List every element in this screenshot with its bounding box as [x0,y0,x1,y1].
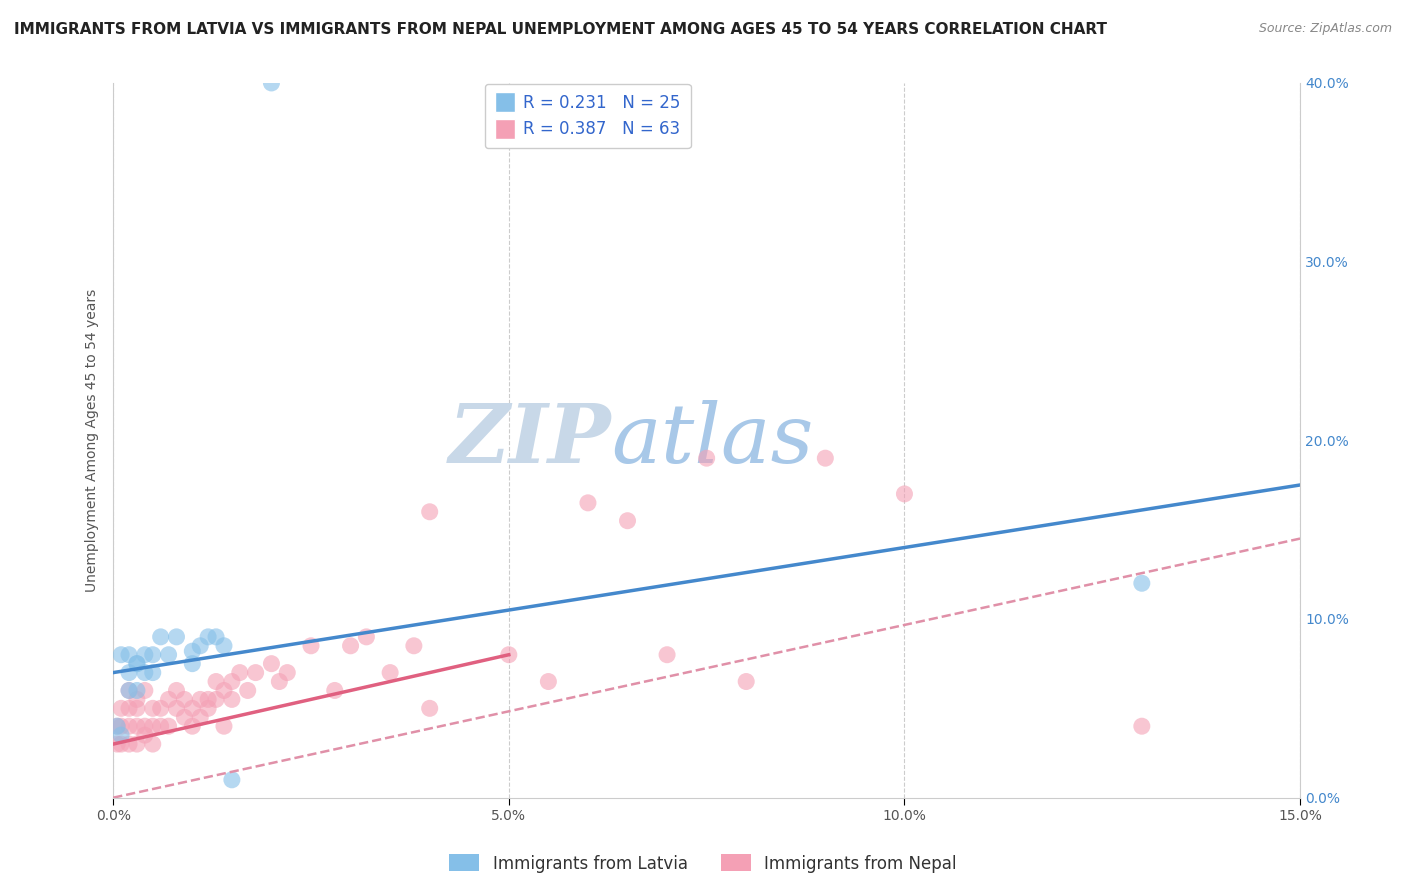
Point [110,737,132,751]
Point [149,701,172,715]
Point [125,657,148,671]
Point [1130,719,1153,733]
Point [181,701,204,715]
Point [537,674,560,689]
Point [157,648,180,662]
Legend: Immigrants from Latvia, Immigrants from Nepal: Immigrants from Latvia, Immigrants from … [443,847,963,880]
Point [118,737,141,751]
Point [173,710,195,724]
Point [134,648,156,662]
Point [212,683,235,698]
Point [299,639,322,653]
Point [125,701,148,715]
Point [105,719,128,733]
Point [229,665,252,680]
Point [181,644,204,658]
Point [166,701,188,715]
Point [118,683,141,698]
Point [134,719,156,733]
Point [134,665,156,680]
Point [118,683,141,698]
Point [118,719,141,733]
Point [149,719,172,733]
Point [245,665,267,680]
Legend: R = 0.231   N = 25, R = 0.387   N = 63: R = 0.231 N = 25, R = 0.387 N = 63 [485,84,690,148]
Point [197,630,219,644]
Point [157,719,180,733]
Point [125,719,148,733]
Point [149,630,172,644]
Point [260,657,283,671]
Point [205,674,228,689]
Point [142,665,165,680]
Point [118,701,141,715]
Point [498,648,520,662]
Point [166,683,188,698]
Text: IMMIGRANTS FROM LATVIA VS IMMIGRANTS FROM NEPAL UNEMPLOYMENT AMONG AGES 45 TO 54: IMMIGRANTS FROM LATVIA VS IMMIGRANTS FRO… [14,22,1107,37]
Point [188,639,211,653]
Point [221,692,243,706]
Point [118,665,141,680]
Point [276,665,298,680]
Point [260,76,283,90]
Point [212,719,235,733]
Point [125,683,148,698]
Point [118,648,141,662]
Point [125,692,148,706]
Point [157,692,180,706]
Point [110,701,132,715]
Point [142,719,165,733]
Point [142,648,165,662]
Point [110,648,132,662]
Point [110,728,132,742]
Point [197,701,219,715]
Point [142,701,165,715]
Point [197,692,219,706]
Point [221,772,243,787]
Point [181,719,204,733]
Point [205,630,228,644]
Point [419,505,441,519]
Point [125,737,148,751]
Point [1130,576,1153,591]
Point [339,639,361,653]
Point [814,451,837,466]
Point [402,639,425,653]
Point [221,674,243,689]
Point [616,514,638,528]
Point [735,674,758,689]
Point [378,665,401,680]
Text: atlas: atlas [612,401,814,480]
Point [576,496,599,510]
Point [134,728,156,742]
Point [655,648,678,662]
Point [134,683,156,698]
Point [188,692,211,706]
Point [166,630,188,644]
Point [323,683,346,698]
Point [105,737,128,751]
Point [269,674,291,689]
Text: Source: ZipAtlas.com: Source: ZipAtlas.com [1258,22,1392,36]
Y-axis label: Unemployment Among Ages 45 to 54 years: Unemployment Among Ages 45 to 54 years [86,289,100,592]
Point [173,692,195,706]
Point [142,737,165,751]
Point [356,630,378,644]
Point [188,710,211,724]
Point [212,639,235,653]
Text: ZIP: ZIP [449,401,612,480]
Point [110,719,132,733]
Point [105,719,128,733]
Point [236,683,259,698]
Point [893,487,915,501]
Point [419,701,441,715]
Point [125,657,148,671]
Point [181,657,204,671]
Point [205,692,228,706]
Point [696,451,718,466]
